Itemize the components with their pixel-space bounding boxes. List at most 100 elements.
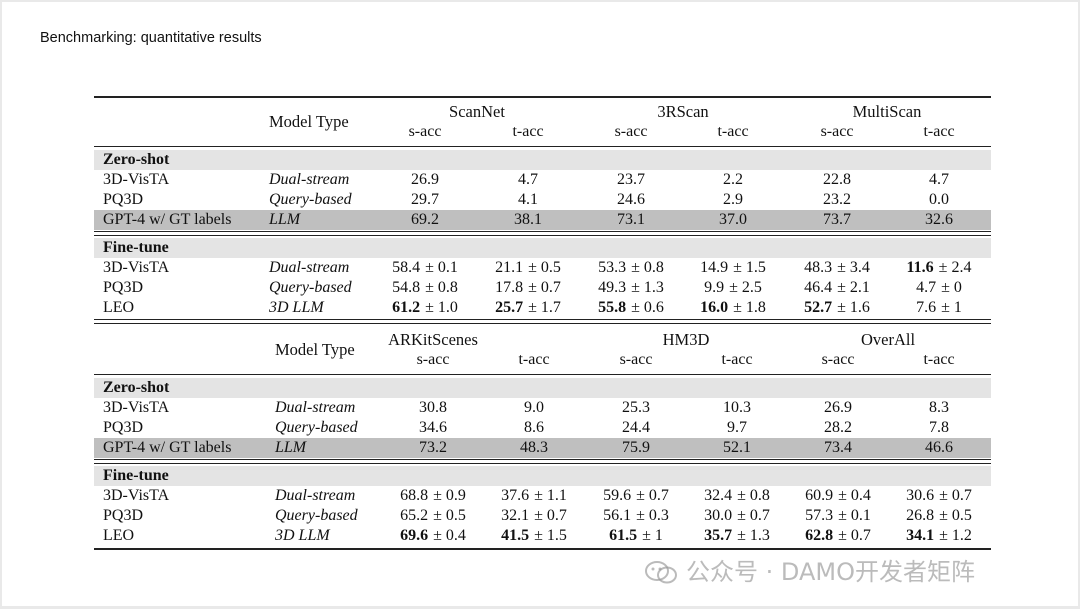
table-cell: 60.9 ± 0.4 [805, 486, 871, 506]
table-cell: 48.3 ± 3.4 [804, 258, 870, 278]
cell-std: ± 2.1 [837, 279, 870, 296]
cell-std: ± 1.0 [425, 299, 458, 316]
table-cell: 4.1 [518, 190, 538, 210]
cell-value: 7.6 [916, 299, 937, 316]
slide-title: Benchmarking: quantitative results [40, 30, 262, 46]
cell-value: 4.7 [916, 279, 937, 296]
table-cell: 65.2 ± 0.5 [400, 506, 466, 526]
model-type: LLM [275, 439, 307, 456]
cell-value: 9.7 [727, 419, 747, 436]
table-cell: 16.0 ± 1.8 [700, 298, 766, 318]
table-cell: 4.7 [518, 170, 538, 190]
cell-value: 59.6 [603, 487, 632, 504]
table-cell: 57.3 ± 0.1 [805, 506, 871, 526]
cell-value: 38.1 [514, 211, 542, 228]
cell-value: 4.7 [518, 171, 538, 188]
table-cell: 73.1 [617, 210, 645, 230]
table-cell: 24.4 [622, 418, 650, 438]
cell-std: ± 0.8 [737, 487, 770, 504]
table-cell: 54.8 ± 0.8 [392, 278, 458, 298]
cell-value: 73.2 [419, 439, 447, 456]
table-cell: 26.9 [824, 398, 852, 418]
model-name: PQ3D [103, 191, 144, 208]
table-cell: 26.9 [411, 170, 439, 190]
table-cell: 52.7 ± 1.6 [804, 298, 870, 318]
table-cell: 73.4 [824, 438, 852, 458]
table-cell: 25.7 ± 1.7 [495, 298, 561, 318]
table-cell: 7.8 [929, 418, 949, 438]
table-cell: 21.1 ± 0.5 [495, 258, 561, 278]
metric-header: t-acc [923, 351, 955, 368]
cell-value: 21.1 [495, 259, 524, 276]
metric-header: s-acc [614, 123, 648, 140]
highlight-band [94, 438, 991, 458]
table-cell: 9.7 [727, 418, 747, 438]
cell-value: 23.2 [823, 191, 851, 208]
cell-value: 58.4 [392, 259, 421, 276]
dataset-header: OverAll [860, 330, 916, 349]
section-band [94, 378, 991, 398]
table-cell: 37.6 ± 1.1 [501, 486, 567, 506]
model-name: PQ3D [103, 419, 144, 436]
cell-value: 16.0 [700, 299, 729, 316]
cell-value: 4.7 [929, 171, 949, 188]
cell-value: 30.8 [419, 399, 447, 416]
cell-std: ± 3.4 [837, 259, 870, 276]
table-cell: 68.8 ± 0.9 [400, 486, 466, 506]
cell-std: ± 0.8 [631, 259, 664, 276]
cell-std: ± 0.7 [939, 487, 972, 504]
cell-std: ± 1.3 [631, 279, 664, 296]
cell-value: 9.0 [524, 399, 544, 416]
cell-value: 10.3 [723, 399, 751, 416]
cell-value: 48.3 [520, 439, 548, 456]
cell-value: 8.3 [929, 399, 949, 416]
results-table: ScanNet s-acc t-acc 3RScan s-acc t-acc MultiSc… [94, 96, 991, 326]
cell-value: 34.1 [906, 527, 935, 544]
model-name: LEO [103, 299, 135, 316]
cell-std: ± 0.6 [631, 299, 664, 316]
table-cell: 48.3 [520, 438, 548, 458]
cell-value: 24.4 [622, 419, 650, 436]
cell-value: 55.8 [598, 299, 627, 316]
table-cell: 24.6 [617, 190, 645, 210]
dataset-header: HM3D [662, 330, 710, 349]
dataset-header: 3RScan [657, 102, 709, 121]
table-cell: 69.6 ± 0.4 [400, 526, 466, 546]
cell-std: ± 1.1 [534, 487, 567, 504]
cell-value: 52.7 [804, 299, 833, 316]
table-cell: 30.6 ± 0.7 [906, 486, 972, 506]
metric-header: t-acc [512, 123, 544, 140]
table-cell: 17.8 ± 0.7 [495, 278, 561, 298]
table-cell: 4.7 [929, 170, 949, 190]
table-cell: 2.2 [723, 170, 743, 190]
model-type: Query-based [269, 191, 352, 208]
model-name: GPT-4 w/ GT labels [103, 439, 232, 456]
section-label: Fine-tune [103, 467, 169, 484]
table-cell: 25.3 [622, 398, 650, 418]
cell-value: 46.6 [925, 439, 953, 456]
table-cell: 9.9 ± 2.5 [704, 278, 762, 298]
section-rule [94, 459, 991, 464]
cell-std: ± 0.4 [433, 527, 466, 544]
cell-value: 34.6 [419, 419, 447, 436]
table-cell: 22.8 [823, 170, 851, 190]
dataset-header: ScanNet [449, 102, 505, 121]
cell-std: ± 0.5 [939, 507, 972, 524]
cell-value: 41.5 [501, 527, 530, 544]
table-cell: 9.0 [524, 398, 544, 418]
cell-std: ± 0.8 [425, 279, 458, 296]
cell-value: 62.8 [805, 527, 834, 544]
cell-value: 30.0 [704, 507, 733, 524]
table-cell: 46.6 [925, 438, 953, 458]
cell-value: 65.2 [400, 507, 429, 524]
model-name: PQ3D [103, 507, 144, 524]
metric-header: s-acc [820, 123, 854, 140]
cell-std: ± 0.7 [534, 507, 567, 524]
cell-std: ± 0.7 [737, 507, 770, 524]
cell-std: ± 1.8 [733, 299, 766, 316]
cell-value: 32.1 [501, 507, 530, 524]
metric-header: s-acc [619, 351, 653, 368]
watermark-text: 公众号 · DAMO开发者矩阵 [686, 558, 975, 586]
cell-value: 75.9 [622, 439, 650, 456]
cell-value: 26.9 [824, 399, 852, 416]
